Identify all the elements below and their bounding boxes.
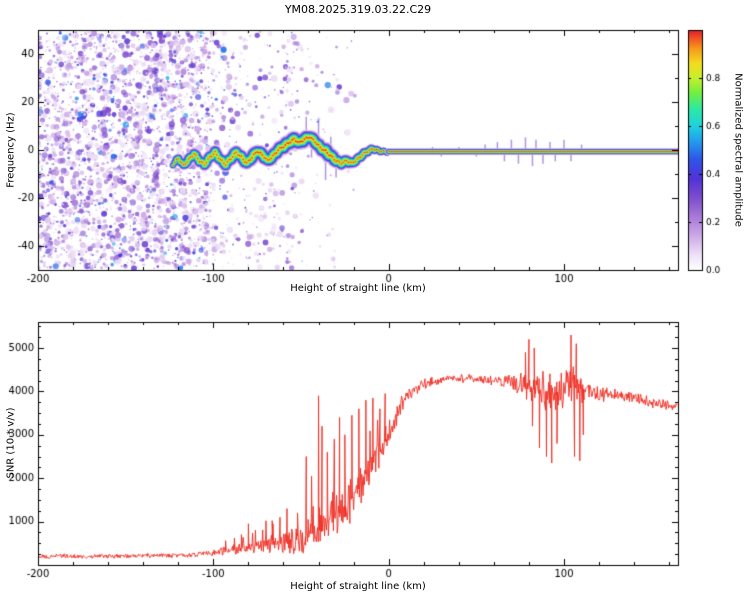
snr-xlabel: Height of straight line (km) [290,581,426,592]
spectrogram-xlabel: Height of straight line (km) [290,283,426,294]
snr-ylabel: SNR (10 * v/v) [5,407,17,479]
snr-canvas [0,300,750,600]
figure-title: YM08.2025.319.03.22.C29 [284,3,432,16]
spectrogram-ylabel: Frequency (Hz) [5,112,17,188]
colorbar-label: Normalized spectral amplitude [732,73,744,227]
spectrogram-canvas [0,0,750,300]
